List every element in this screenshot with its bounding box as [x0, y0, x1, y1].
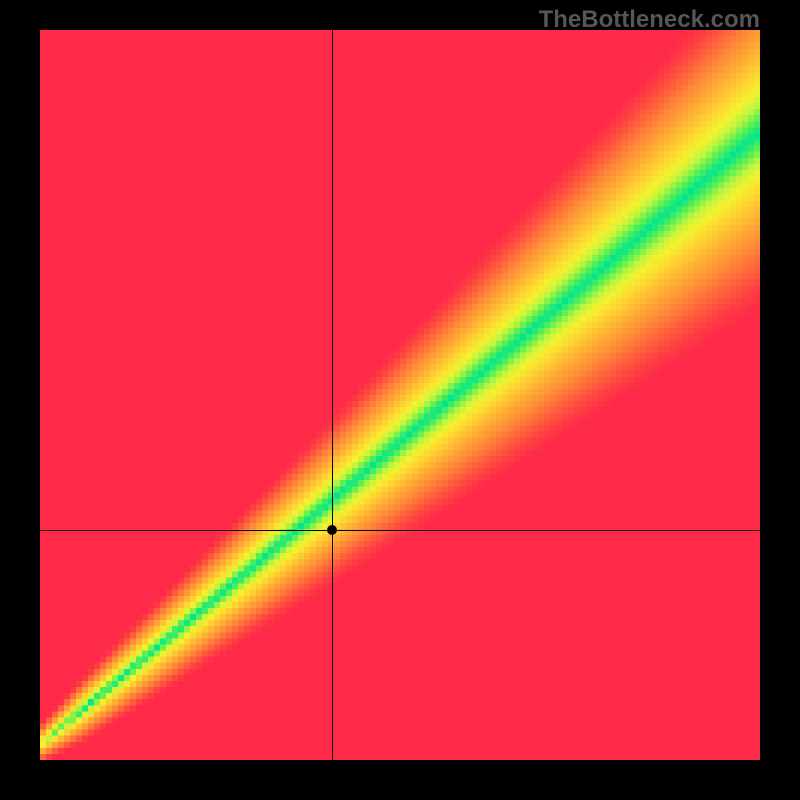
crosshair-vertical	[332, 30, 333, 760]
watermark-text: TheBottleneck.com	[539, 6, 760, 34]
heatmap-plot	[40, 30, 760, 760]
crosshair-marker-dot	[327, 525, 337, 535]
heatmap-canvas	[40, 30, 760, 760]
crosshair-horizontal	[40, 530, 760, 531]
